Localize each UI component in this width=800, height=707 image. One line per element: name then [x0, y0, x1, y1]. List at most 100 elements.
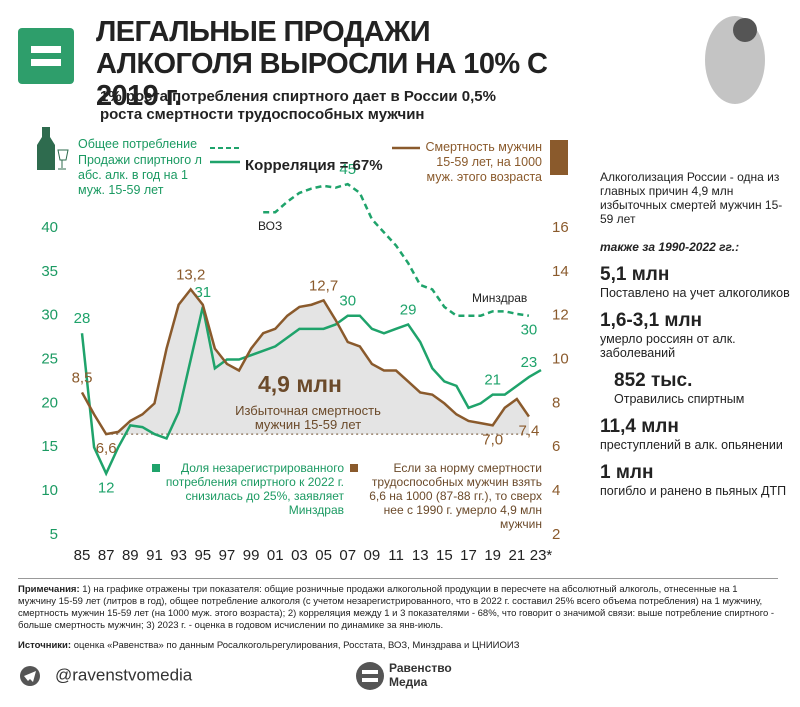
y-tick-label: 25 — [41, 351, 58, 368]
data-label: 30 — [521, 322, 538, 339]
x-tick-label: 05 — [315, 547, 332, 564]
sources-text: оценка «Равенства» по данным Росалкоголь… — [73, 640, 520, 651]
sidebar-period: также за 1990-2022 гг.: — [600, 240, 740, 254]
data-label: 45 — [339, 161, 356, 178]
y-tick-label: 30 — [41, 307, 58, 324]
x-tick-label: 21 — [508, 547, 525, 564]
x-tick-label: 93 — [170, 547, 187, 564]
y2-tick-label: 8 — [552, 394, 560, 411]
x-tick-label: 19 — [484, 547, 501, 564]
x-tick-label: 23* — [530, 547, 553, 564]
brand: Равенство — [389, 661, 452, 675]
x-tick-label: 15 — [436, 547, 453, 564]
grave-icon — [550, 140, 568, 175]
data-label: 7,0 — [482, 431, 503, 448]
stat-label: умерло россиян от алк. заболеваний — [600, 332, 736, 360]
y-tick-label: 20 — [41, 394, 58, 411]
annotation: 4,9 млн — [258, 371, 342, 397]
sources: Источники: оценка «Равенства» по данным … — [18, 640, 778, 651]
sidebar: Алкоголизация России - одна из главных п… — [600, 170, 790, 498]
stat-value: 1 млн — [600, 462, 654, 483]
y2-tick-label: 14 — [552, 263, 569, 280]
x-tick-label: 97 — [219, 547, 236, 564]
brand-logo — [356, 662, 384, 690]
annotation: Корреляция = 67% — [245, 157, 383, 174]
note-bullet — [152, 464, 160, 472]
data-label: 31 — [194, 284, 211, 301]
notes-label: Примечания: — [18, 584, 80, 595]
telegram-icon — [24, 671, 36, 682]
stat-value: 5,1 млн — [600, 264, 670, 285]
annotation: Минздрав — [472, 291, 528, 305]
data-label: 12 — [98, 480, 115, 497]
y-tick-label: 10 — [41, 482, 58, 499]
sidebar-intro: Алкоголизация России - одна из главных п… — [600, 170, 783, 226]
annotation: Избыточная смертность мужчин 15-59 лет — [235, 403, 381, 432]
notes-text: 1) на графике отражены три показателя: о… — [18, 584, 775, 631]
brand-logo — [362, 678, 378, 682]
x-tick-label: 09 — [364, 547, 381, 564]
stat-value: 852 тыс. — [614, 370, 693, 391]
data-label: 21 — [484, 372, 501, 389]
logo-bar — [31, 46, 61, 53]
notes: Примечания: 1) на графике отражены три п… — [18, 578, 778, 632]
data-label: 13,2 — [176, 266, 205, 283]
glass-icon — [57, 149, 69, 170]
y-tick-label: 35 — [41, 263, 58, 280]
x-tick-label: 03 — [291, 547, 308, 564]
series-line — [80, 306, 542, 477]
y2-tick-label: 6 — [552, 438, 560, 455]
data-label: 30 — [339, 293, 356, 310]
annotation: Если за норму смертности трудоспособных … — [369, 461, 542, 531]
x-tick-label: 01 — [267, 547, 284, 564]
x-tick-label: 91 — [146, 547, 163, 564]
y-tick-label: 15 — [41, 438, 58, 455]
x-tick-label: 89 — [122, 547, 139, 564]
stat-label: Поставлено на учет алкоголиков — [600, 286, 790, 300]
series-line — [263, 182, 530, 317]
x-tick-label: 13 — [412, 547, 429, 564]
y-tick-label: 40 — [41, 219, 58, 236]
x-tick-label: 17 — [460, 547, 477, 564]
stat-value: 1,6-3,1 млн — [600, 310, 703, 331]
data-label: 28 — [74, 310, 91, 327]
stat-value: 11,4 млн — [600, 416, 679, 437]
stat-label: погибло и ранено в пьяных ДТП — [600, 484, 787, 498]
y2-tick-label: 16 — [552, 219, 569, 236]
y-tick-label: 5 — [50, 526, 58, 543]
data-label: 7,4 — [518, 423, 539, 440]
x-tick-label: 95 — [194, 547, 211, 564]
data-label: 8,5 — [72, 369, 93, 386]
x-tick-label: 85 — [74, 547, 91, 564]
x-tick-label: 11 — [388, 547, 404, 564]
x-tick-label: 99 — [243, 547, 260, 564]
stat-label: преступлений в алк. опьянении — [600, 438, 783, 452]
silhouette — [705, 16, 765, 104]
stat-label: Отравились спиртным — [614, 392, 745, 406]
annotation: ВОЗ — [258, 219, 283, 233]
data-label: 29 — [400, 301, 417, 318]
y2-tick-label: 4 — [552, 482, 560, 499]
title: ЛЕГАЛЬНЫЕ ПРОДАЖИ АЛКОГОЛЯ ВЫРОСЛИ НА 10… — [96, 16, 548, 112]
y2-tick-label: 2 — [552, 526, 560, 543]
series-line — [80, 287, 530, 436]
bottle-icon — [37, 127, 55, 170]
handle: @ravenstvomedia — [55, 665, 193, 684]
stats: 5,1 млн Поставлено на учет алкоголиков 1,6… — [600, 264, 790, 498]
brand-logo — [362, 670, 378, 674]
y2-tick-label: 12 — [552, 307, 569, 324]
subtitle: 1% роста потребления спиртного дает в Ро… — [100, 88, 496, 123]
annotation: Доля незарегистрированного потребления с… — [165, 461, 344, 517]
excess-area — [106, 289, 529, 435]
x-tick-label: 07 — [339, 547, 356, 564]
logo — [18, 28, 74, 84]
legend-entry: Продажи спиртного л абс. алк. в год на 1… — [78, 153, 202, 197]
y2-tick-label: 10 — [552, 351, 569, 368]
legend-entry: Смертность мужчин 15-59 лет, на 1000 муж… — [425, 140, 542, 184]
legend-entry: Общее потребление — [78, 137, 198, 151]
sources-label: Источники: — [18, 640, 72, 651]
logo-bar — [31, 59, 61, 66]
data-label: 12,7 — [309, 277, 338, 294]
